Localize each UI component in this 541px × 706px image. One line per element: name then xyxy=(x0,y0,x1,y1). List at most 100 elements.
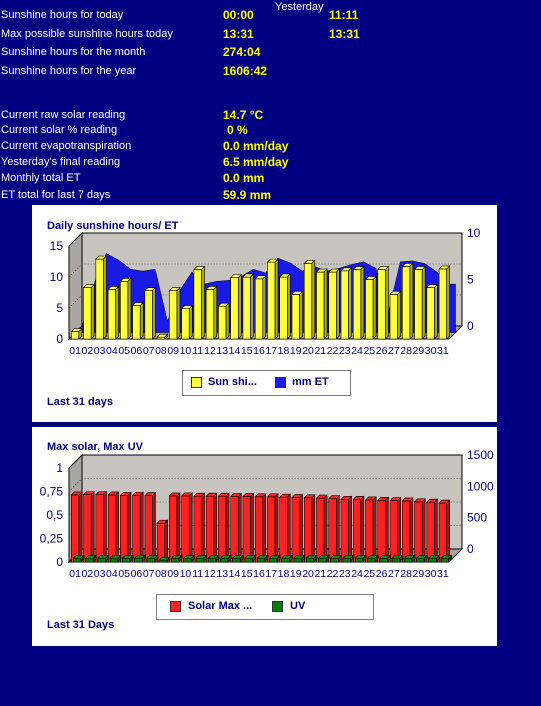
bar-side xyxy=(336,268,340,340)
bar-side xyxy=(399,554,403,563)
bar-solarmax xyxy=(365,499,374,563)
bar-side xyxy=(348,267,352,340)
bar-side xyxy=(446,265,450,340)
x-tick-label: 05 xyxy=(118,345,130,357)
bar-side xyxy=(289,554,293,563)
bar-solarmax xyxy=(328,498,337,563)
bar-uv xyxy=(318,557,327,563)
bar-solarmax xyxy=(389,500,398,563)
bar-side xyxy=(117,554,122,563)
bar-sunshi xyxy=(242,276,251,340)
bar-side xyxy=(323,268,328,340)
x-tick-label: 13 xyxy=(216,568,228,580)
x-tick-label: 11 xyxy=(192,568,203,580)
x-tick-label: 06 xyxy=(131,568,143,580)
sunshine-et-chart: 0 5 10 15 0 5 10 01 02 03 04 05 06 07 08 09 10 11 12 13 14 15… xyxy=(32,205,497,422)
grid-line xyxy=(68,454,462,469)
x-tick-label: 18 xyxy=(278,568,290,580)
bar-side xyxy=(434,498,438,563)
bar-sunshi xyxy=(438,268,447,340)
bar-uv xyxy=(207,557,217,563)
x-tick-label: 07 xyxy=(143,568,155,580)
chart-footer: Last 31 days xyxy=(47,396,114,408)
bar-uv xyxy=(440,557,449,563)
sunshine-month-value: 274:04 xyxy=(223,45,261,59)
x-tick-label: 24 xyxy=(351,568,363,580)
bar-sunshi xyxy=(205,289,215,340)
bar-side xyxy=(250,492,254,563)
raw-solar-value: 14.7 °C xyxy=(223,108,264,122)
solar-percent-label: Current solar % reading xyxy=(1,124,118,136)
bar-side xyxy=(336,494,340,563)
x-tick-label: 15 xyxy=(241,568,253,580)
bar-uv xyxy=(330,557,339,563)
bar-side xyxy=(262,275,267,340)
bar-side xyxy=(411,554,416,563)
bar-uv xyxy=(122,557,131,563)
bar-side xyxy=(372,496,377,563)
bar-side xyxy=(299,493,303,563)
x-tick-label: 31 xyxy=(437,345,449,357)
bar-uv xyxy=(220,557,229,563)
bar-side xyxy=(274,258,279,340)
bar-uv xyxy=(342,557,351,563)
evapotranspiration-label: Current evapotranspiration xyxy=(1,140,132,152)
x-tick-label: 18 xyxy=(278,345,290,357)
x-tick-label: 12 xyxy=(204,345,216,357)
bar-sunshi xyxy=(328,271,337,340)
bar-side xyxy=(436,554,440,563)
x-tick-label: 22 xyxy=(327,568,339,580)
x-tick-label: 21 xyxy=(314,568,326,580)
legend-label-sunshine: Sun shi... xyxy=(208,376,257,388)
x-tick-label: 26 xyxy=(376,345,388,357)
bar-side xyxy=(164,333,169,340)
bar-side xyxy=(188,492,193,563)
x-tick-label: 30 xyxy=(425,345,437,357)
bar-side xyxy=(115,285,120,340)
bar-side xyxy=(423,554,428,563)
et-7days-label: ET total for last 7 days xyxy=(1,189,111,201)
bar-solarmax xyxy=(71,494,80,563)
bar-solarmax xyxy=(254,496,264,563)
x-tick-label: 21 xyxy=(314,345,326,357)
bar-sunshi xyxy=(401,266,411,340)
bar-side xyxy=(237,492,242,563)
bar-sunshi xyxy=(352,269,362,340)
bar-side xyxy=(215,554,220,563)
x-tick-label: 12 xyxy=(204,568,216,580)
bar-side xyxy=(250,273,254,340)
bar-side xyxy=(301,554,305,563)
bar-sunshi xyxy=(291,294,300,340)
bar-solarmax xyxy=(291,497,300,563)
bar-side xyxy=(201,265,205,340)
raw-solar-label: Current raw solar reading xyxy=(1,109,126,121)
bar-sunshi xyxy=(389,294,398,340)
bar-uv xyxy=(109,557,119,563)
bar-uv xyxy=(183,557,192,563)
x-tick-label: 05 xyxy=(118,568,130,580)
bar-uv xyxy=(146,557,155,563)
x-tick-label: 25 xyxy=(363,345,375,357)
bar-side xyxy=(374,554,379,563)
bar-sunshi xyxy=(340,270,349,340)
bar-sunshi xyxy=(83,287,92,340)
bar-side xyxy=(348,495,352,563)
bar-sunshi xyxy=(267,261,276,340)
evapotranspiration-value: 0.0 mm/day xyxy=(223,139,289,153)
y-left-tick-label: 15 xyxy=(50,239,64,253)
solar-percent-value: 0 % xyxy=(227,123,248,137)
bar-solarmax xyxy=(156,522,166,563)
bar-solarmax xyxy=(120,494,129,563)
bar-solarmax xyxy=(279,496,288,563)
bar-side xyxy=(127,491,132,563)
bar-side xyxy=(115,491,120,563)
bar-side xyxy=(287,273,291,340)
et-7days-value: 59.9 mm xyxy=(223,188,272,202)
bar-uv xyxy=(293,557,302,563)
bar-sunshi xyxy=(303,263,313,340)
bar-solarmax xyxy=(218,495,227,563)
x-tick-label: 24 xyxy=(351,345,363,357)
bar-side xyxy=(190,554,195,563)
bar-sunshi xyxy=(169,290,178,340)
bar-solarmax xyxy=(95,494,104,563)
